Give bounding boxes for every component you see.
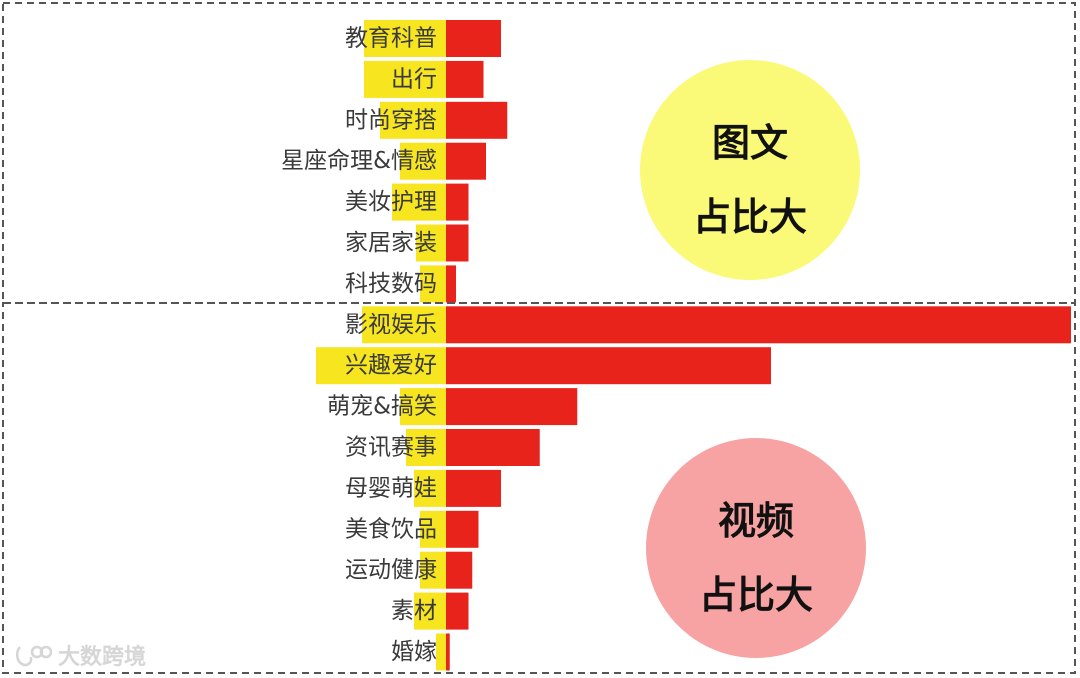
label-highlight xyxy=(316,347,446,385)
bar-时尚穿搭 xyxy=(446,101,508,139)
logo-icon xyxy=(15,645,52,667)
category-label: 母婴萌娃 xyxy=(345,475,437,501)
label-highlight xyxy=(420,265,446,303)
bar-素材 xyxy=(446,592,469,630)
category-label: 时尚穿搭 xyxy=(345,107,437,133)
section-frame xyxy=(2,2,1076,304)
label-highlight xyxy=(414,469,446,507)
category-labels: 教育科普出行时尚穿搭星座命理&情感美妆护理家居家装科技数码影视娱乐兴趣爱好萌宠&… xyxy=(281,26,437,666)
label-highlight xyxy=(362,306,446,344)
callout-text: 占比大 xyxy=(693,195,807,239)
bar-婚嫁 xyxy=(446,633,450,671)
category-label: 萌宠&搞笑 xyxy=(327,394,437,420)
category-label: 出行 xyxy=(391,66,437,92)
label-highlight xyxy=(392,183,446,221)
bar-美食饮品 xyxy=(446,510,479,548)
category-label: 婚嫁 xyxy=(391,639,437,665)
category-label: 运动健康 xyxy=(345,557,437,583)
label-highlights xyxy=(316,20,446,671)
category-label: 美食饮品 xyxy=(345,516,437,542)
bar-萌宠&搞笑 xyxy=(446,388,578,426)
callout-text: 图文 xyxy=(712,121,788,165)
category-label: 美妆护理 xyxy=(345,189,437,215)
bar-运动健康 xyxy=(446,551,473,589)
bar-美妆护理 xyxy=(446,183,469,221)
label-highlight xyxy=(406,429,446,466)
label-highlight xyxy=(414,592,446,630)
callout-circle xyxy=(646,438,866,658)
category-label: 资讯赛事 xyxy=(345,435,437,461)
bar-资讯赛事 xyxy=(446,429,540,466)
label-highlight xyxy=(420,551,446,589)
label-highlight xyxy=(420,510,446,548)
label-highlight xyxy=(364,60,446,98)
label-highlight xyxy=(400,142,446,180)
bar-兴趣爱好 xyxy=(446,347,771,385)
bar-母婴萌娃 xyxy=(446,469,501,507)
callout-circle xyxy=(640,60,860,280)
category-label: 星座命理&情感 xyxy=(281,148,437,174)
bar-影视娱乐 xyxy=(446,306,1071,344)
category-label: 影视娱乐 xyxy=(345,312,437,338)
bar-出行 xyxy=(446,60,484,98)
bar-星座命理&情感 xyxy=(446,142,486,180)
callout-text: 占比大 xyxy=(699,573,813,617)
category-label: 科技数码 xyxy=(345,271,437,297)
bar-家居家装 xyxy=(446,224,469,262)
category-label: 教育科普 xyxy=(345,26,437,52)
watermark-text: 大数跨境 xyxy=(58,645,147,670)
category-label: 家居家装 xyxy=(345,230,437,256)
watermark: 大数跨境 xyxy=(14,640,146,670)
bars xyxy=(446,20,1071,671)
bar-教育科普 xyxy=(446,20,501,57)
category-label: 素材 xyxy=(391,598,437,624)
label-highlight xyxy=(416,224,446,262)
callout-text: 视频 xyxy=(718,499,794,543)
category-label: 兴趣爱好 xyxy=(345,353,437,379)
label-highlight xyxy=(436,633,446,671)
label-highlight xyxy=(400,388,446,426)
label-highlight xyxy=(380,101,446,139)
bar-科技数码 xyxy=(446,265,456,303)
label-highlight xyxy=(364,20,446,57)
